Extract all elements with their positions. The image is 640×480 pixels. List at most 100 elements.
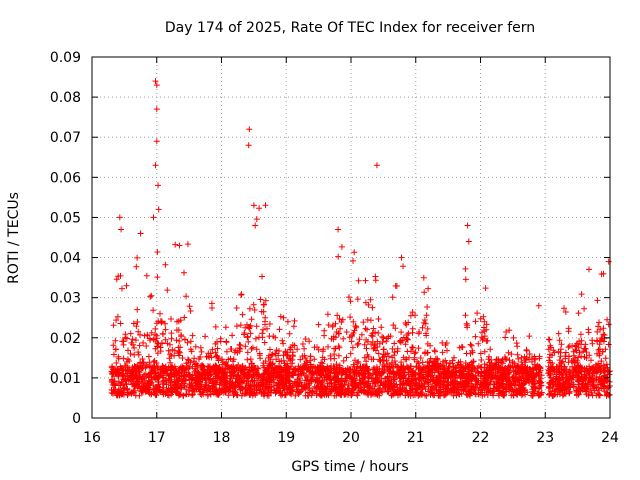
data-point: [581, 305, 588, 312]
data-point: [447, 360, 454, 367]
data-point: [279, 367, 286, 373]
data-point: [148, 379, 155, 386]
data-point: [333, 361, 340, 368]
data-point: [279, 337, 286, 344]
data-point: [175, 376, 182, 383]
data-point: [246, 305, 253, 312]
data-point: [417, 389, 424, 396]
data-point: [201, 383, 208, 390]
data-point: [412, 349, 419, 356]
data-point: [428, 363, 435, 370]
data-point: [272, 334, 279, 341]
data-point: [389, 294, 396, 301]
data-point: [415, 360, 422, 367]
data-point: [376, 372, 383, 379]
data-point: [383, 338, 390, 345]
data-point: [411, 350, 418, 357]
x-tick-labels: 16 17 18 19 20 21 22 23 24: [83, 430, 619, 446]
data-point: [115, 353, 122, 360]
data-point: [267, 384, 274, 391]
data-point: [184, 241, 191, 248]
data-point: [183, 293, 190, 300]
data-point: [335, 253, 342, 260]
data-point: [117, 390, 124, 397]
data-point: [354, 341, 361, 348]
data-point: [260, 301, 267, 308]
data-point: [386, 378, 393, 385]
data-point: [336, 364, 342, 371]
data-point: [148, 369, 155, 376]
data-point: [502, 334, 509, 341]
data-point: [168, 335, 175, 342]
data-point: [267, 376, 274, 383]
data-point: [134, 306, 141, 313]
data-point: [152, 331, 159, 338]
data-point: [449, 386, 456, 393]
data-point: [409, 375, 416, 382]
data-point: [466, 366, 473, 373]
data-point: [331, 379, 338, 386]
data-point: [412, 388, 419, 395]
data-point: [148, 292, 155, 299]
data-point: [251, 307, 258, 313]
data-point: [255, 365, 262, 372]
data-point-spike: [465, 238, 472, 245]
data-point: [368, 388, 375, 395]
data-point: [186, 387, 193, 394]
data-point: [368, 332, 375, 339]
data-point: [405, 364, 412, 371]
data-point: [434, 363, 441, 370]
data-point: [315, 383, 322, 390]
data-point: [137, 359, 144, 366]
data-point: [233, 391, 240, 398]
data-point: [400, 334, 407, 341]
data-point: [136, 392, 143, 399]
data-point: [417, 355, 424, 361]
data-point: [472, 381, 479, 388]
data-point: [427, 367, 434, 374]
x-tick-label: 18: [213, 430, 231, 446]
data-point: [398, 365, 405, 372]
x-tick-label: 20: [342, 430, 360, 446]
data-point: [330, 386, 337, 393]
data-point: [594, 297, 601, 304]
data-point: [361, 341, 368, 348]
data-point: [434, 380, 440, 387]
data-point: [208, 354, 215, 361]
data-point: [276, 358, 283, 365]
data-point: [339, 389, 346, 396]
data-point: [434, 355, 441, 362]
data-point: [343, 329, 350, 335]
data-point: [178, 333, 185, 340]
data-point: [375, 316, 382, 322]
data-point: [179, 377, 186, 384]
data-point: [401, 387, 408, 394]
data-point: [173, 389, 180, 396]
data-point: [280, 314, 287, 321]
data-point: [292, 365, 299, 372]
data-point: [217, 335, 224, 342]
data-point: [172, 241, 179, 248]
data-point: [295, 383, 302, 390]
data-point: [187, 338, 194, 345]
data-point: [234, 392, 241, 399]
data-point: [361, 389, 367, 396]
data-point: [216, 366, 223, 373]
data-point: [427, 388, 434, 395]
data-point: [253, 346, 260, 353]
data-point: [268, 379, 275, 386]
data-point: [372, 277, 379, 284]
data-point: [409, 344, 416, 351]
data-point: [272, 390, 279, 397]
data-point: [408, 369, 415, 376]
data-point: [193, 360, 200, 367]
data-point: [122, 367, 129, 374]
data-point: [391, 349, 398, 356]
data-point: [477, 315, 484, 322]
data-point: [181, 314, 188, 321]
data-point: [223, 348, 230, 355]
data-point: [228, 346, 235, 352]
data-point: [413, 364, 420, 371]
data-point: [361, 383, 368, 390]
data-point: [356, 377, 363, 384]
